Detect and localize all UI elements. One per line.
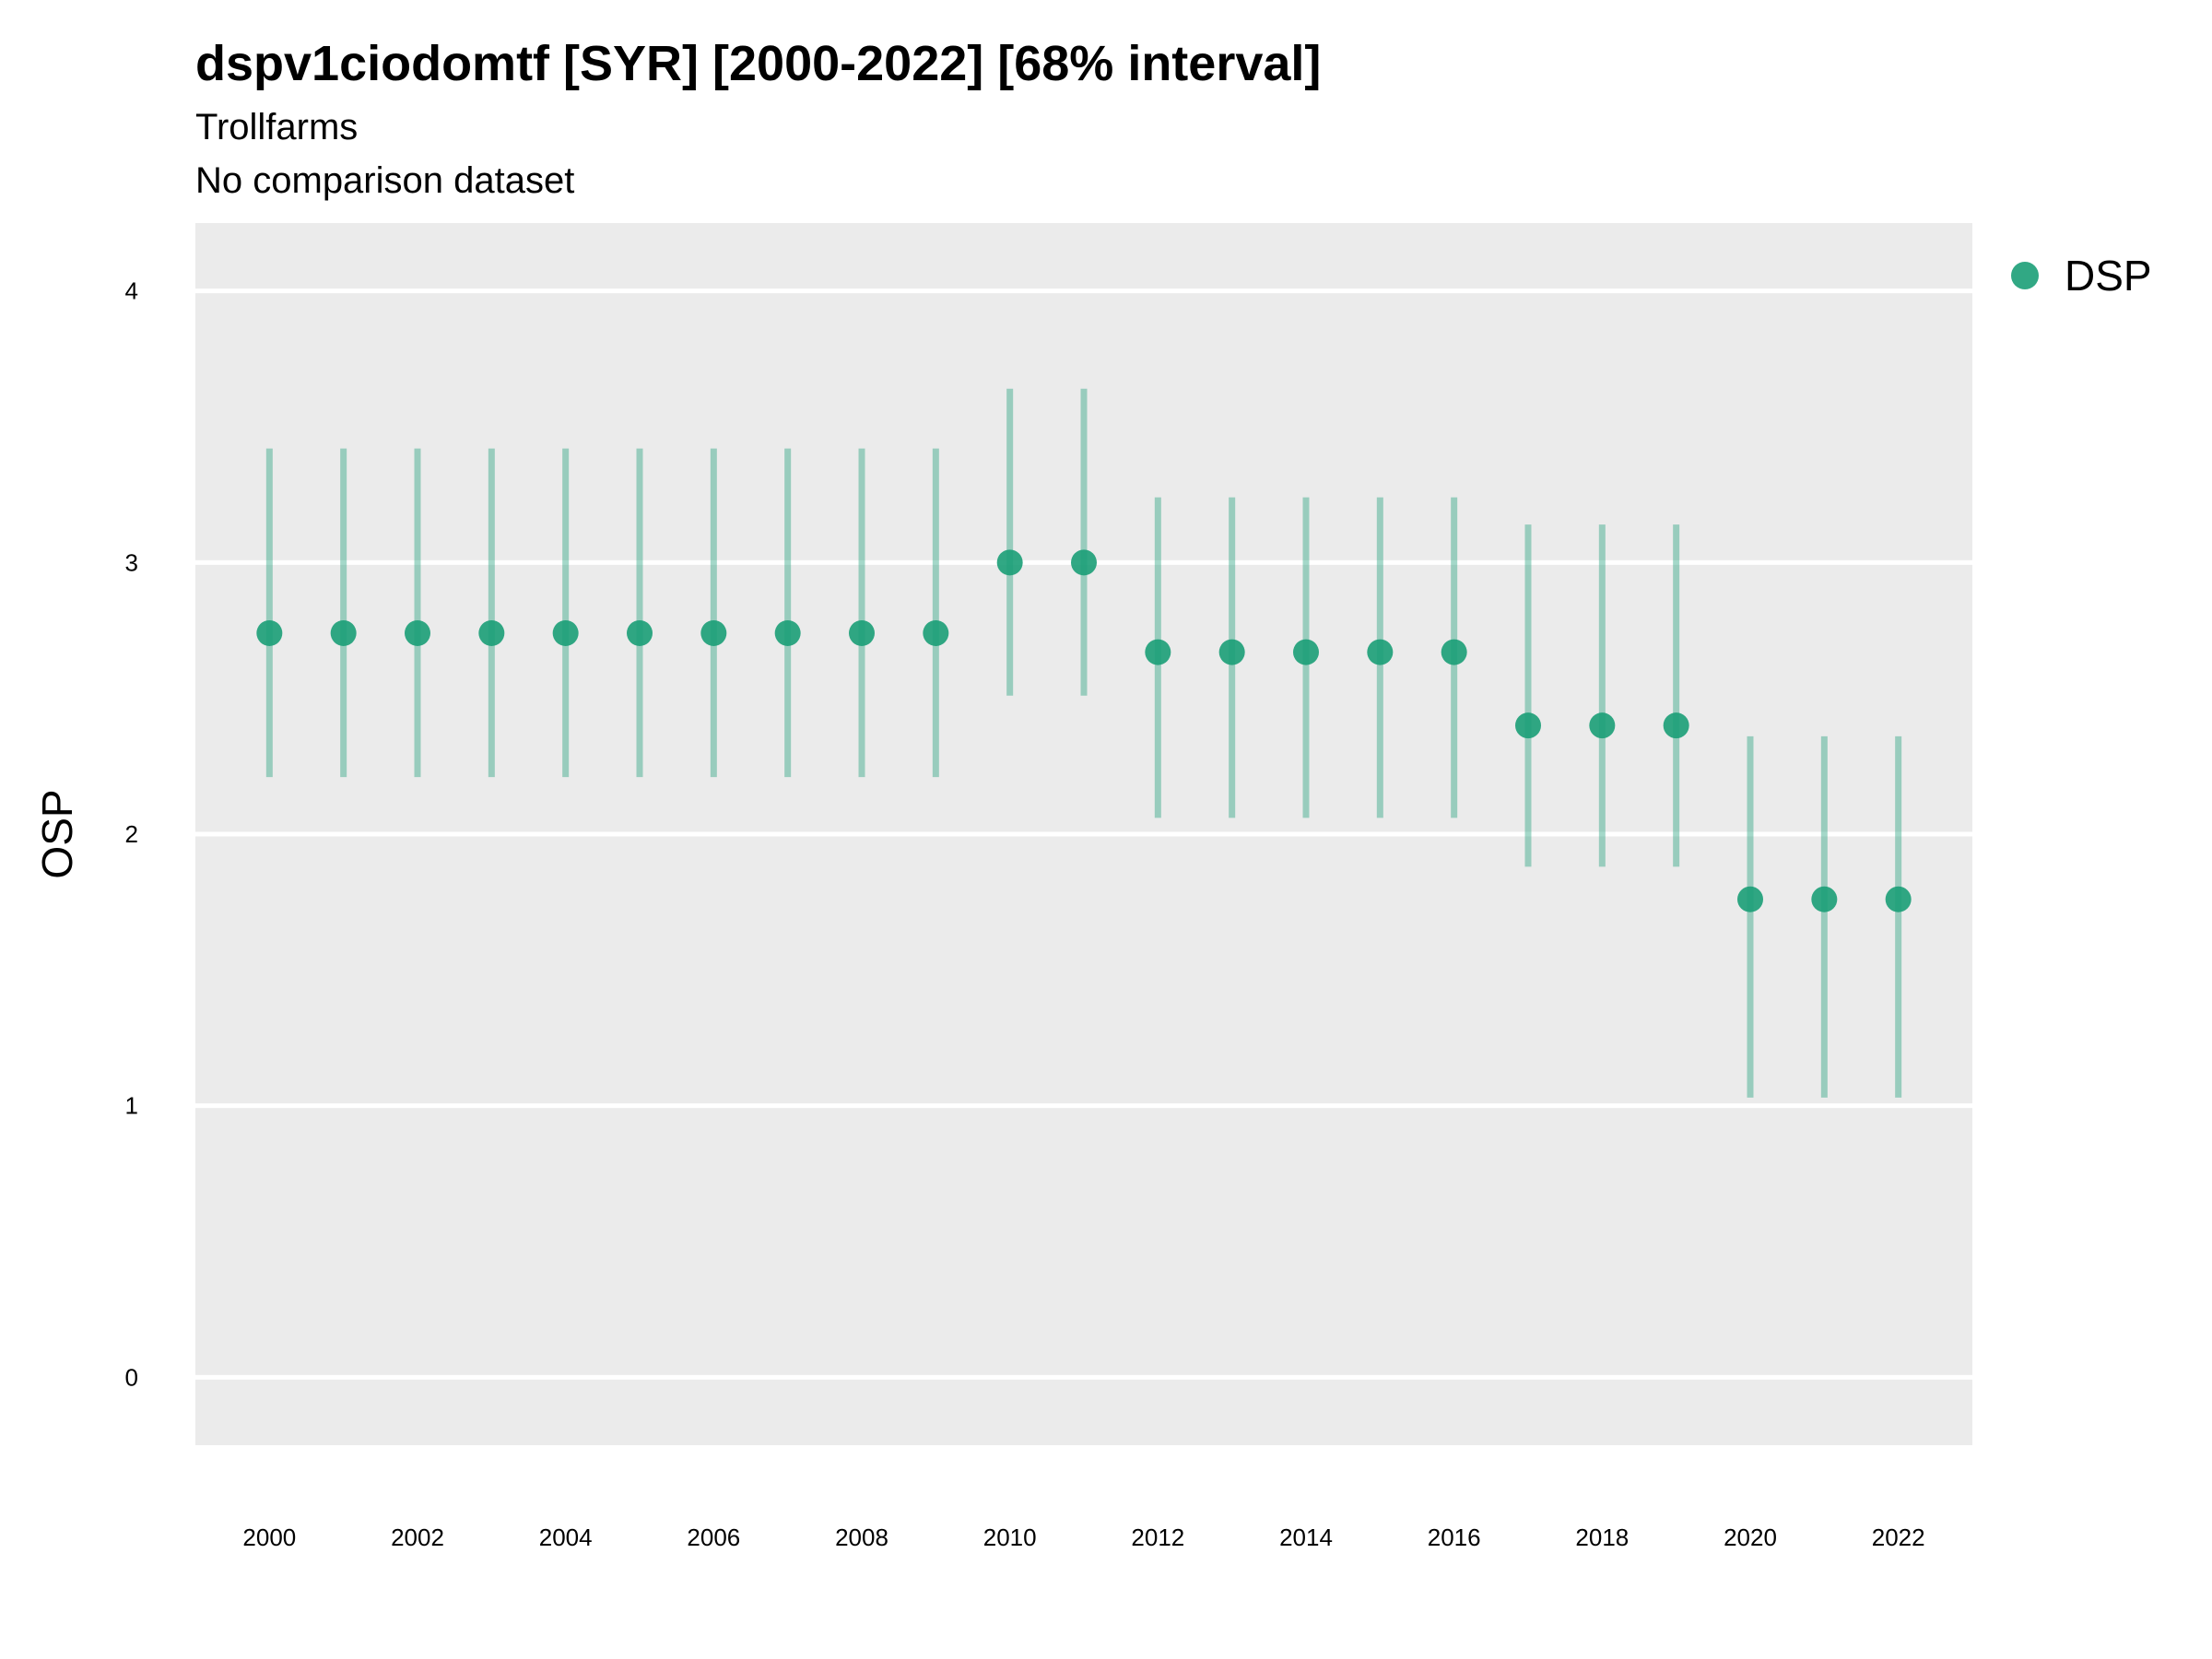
legend-label-dsp: DSP [2065,252,2152,300]
data-point [1885,886,1912,912]
x-tick-label: 2002 [391,1524,444,1551]
data-point [923,619,949,646]
x-tick-label: 2010 [983,1524,1037,1551]
chart-caption: No comparison dataset [195,160,575,201]
x-tick-label: 2004 [539,1524,593,1551]
y-tick-label: 3 [125,548,138,576]
x-tick-label: 2014 [1279,1524,1333,1551]
data-point [774,619,801,646]
x-tick-label: 2012 [1131,1524,1184,1551]
data-points [256,549,1912,912]
data-point [1441,639,1467,665]
data-point [1071,549,1097,576]
y-tick-label: 1 [125,1092,138,1120]
data-point [1218,639,1245,665]
y-tick-label: 2 [125,820,138,848]
chart-title: dspv1ciodomtf [SYR] [2000-2022] [68% int… [195,36,1322,91]
data-point [552,619,579,646]
x-tick-label: 2016 [1428,1524,1481,1551]
legend-key-dsp [2011,262,2039,289]
data-point [1589,712,1616,739]
x-tick-label: 2008 [835,1524,888,1551]
legend: DSP [2011,251,2152,300]
x-tick-label: 2018 [1575,1524,1629,1551]
x-tick-label: 2000 [242,1524,296,1551]
x-tick-labels: 2000 2002 2004 2006 2008 2010 2012 2014 2016 2018… [242,1524,1924,1551]
data-point [700,619,727,646]
data-point [478,619,505,646]
data-point [1145,639,1171,665]
y-axis-label: OSP [33,789,81,878]
data-point [1515,712,1541,739]
data-point [405,619,430,646]
x-tick-label: 2020 [1724,1524,1777,1551]
data-point [1293,639,1319,665]
data-point [849,619,875,646]
data-point [1663,712,1689,739]
data-point [1737,886,1763,912]
y-tick-label: 0 [125,1363,138,1391]
x-tick-label: 2022 [1872,1524,1925,1551]
data-point [1367,639,1394,665]
data-point [256,619,283,646]
y-tick-labels: 0 1 2 3 4 [125,277,138,1392]
y-tick-label: 4 [125,277,138,305]
data-point [627,619,653,646]
chart-subtitle: Trollfarms [195,107,359,147]
x-tick-label: 2006 [687,1524,740,1551]
data-point [330,619,357,646]
data-point [996,549,1023,576]
data-point [1811,886,1838,912]
